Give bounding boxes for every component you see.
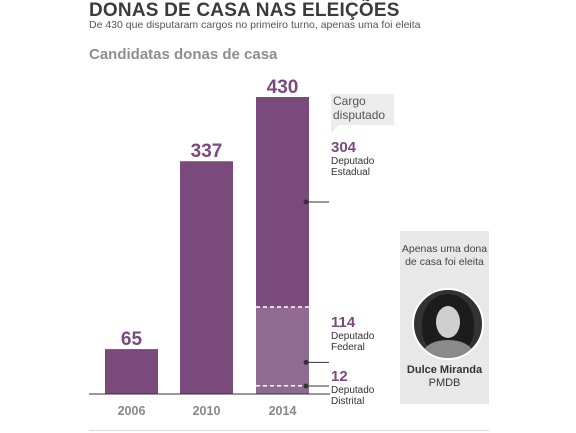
x-tick-label: 2010: [193, 404, 221, 418]
bar-value-label: 430: [267, 77, 299, 98]
segment-value-label: 304: [331, 139, 357, 156]
x-tick-label: 2006: [118, 404, 146, 418]
segment-name-line2: Distrital: [331, 396, 364, 407]
elected-party: PMDB: [428, 377, 461, 389]
portrait-body: [424, 340, 472, 358]
legend-title: Cargo disputado: [333, 94, 386, 122]
bottom-rule: [89, 430, 489, 431]
portrait-photo: [412, 288, 484, 360]
bar-value-label: 65: [121, 329, 143, 350]
bar-value-label: 337: [191, 141, 223, 162]
bar-2010: [180, 161, 233, 394]
segment-name-line1: Deputado: [331, 156, 375, 167]
callout-text: Apenas uma dona de casa foi eleita: [401, 243, 488, 268]
segment-name-line1: Deputado: [331, 331, 375, 342]
chart-title: DONAS DE CASA NAS ELEIÇÕES: [89, 0, 400, 21]
portrait-face: [436, 306, 460, 338]
segment-name-line2: Federal: [331, 342, 365, 353]
segment-name-line1: Deputado: [331, 385, 375, 396]
bar-segment-deputado-distrital: [256, 385, 309, 394]
bar-segment-deputado-estadual: [256, 97, 309, 307]
legend-box: [331, 94, 394, 133]
segment-value-label: 12: [331, 368, 348, 385]
chart-subtitle: De 430 que disputaram cargos no primeiro…: [89, 19, 421, 31]
segment-name-line2: Estadual: [331, 167, 370, 178]
bar-2006: [105, 349, 158, 394]
x-tick-label: 2014: [269, 404, 297, 418]
section-title: Candidatas donas de casa: [89, 46, 278, 63]
segment-value-label: 114: [331, 314, 356, 331]
elected-name: Dulce Miranda: [406, 364, 483, 376]
bar-segment-deputado-federal: [256, 306, 309, 386]
